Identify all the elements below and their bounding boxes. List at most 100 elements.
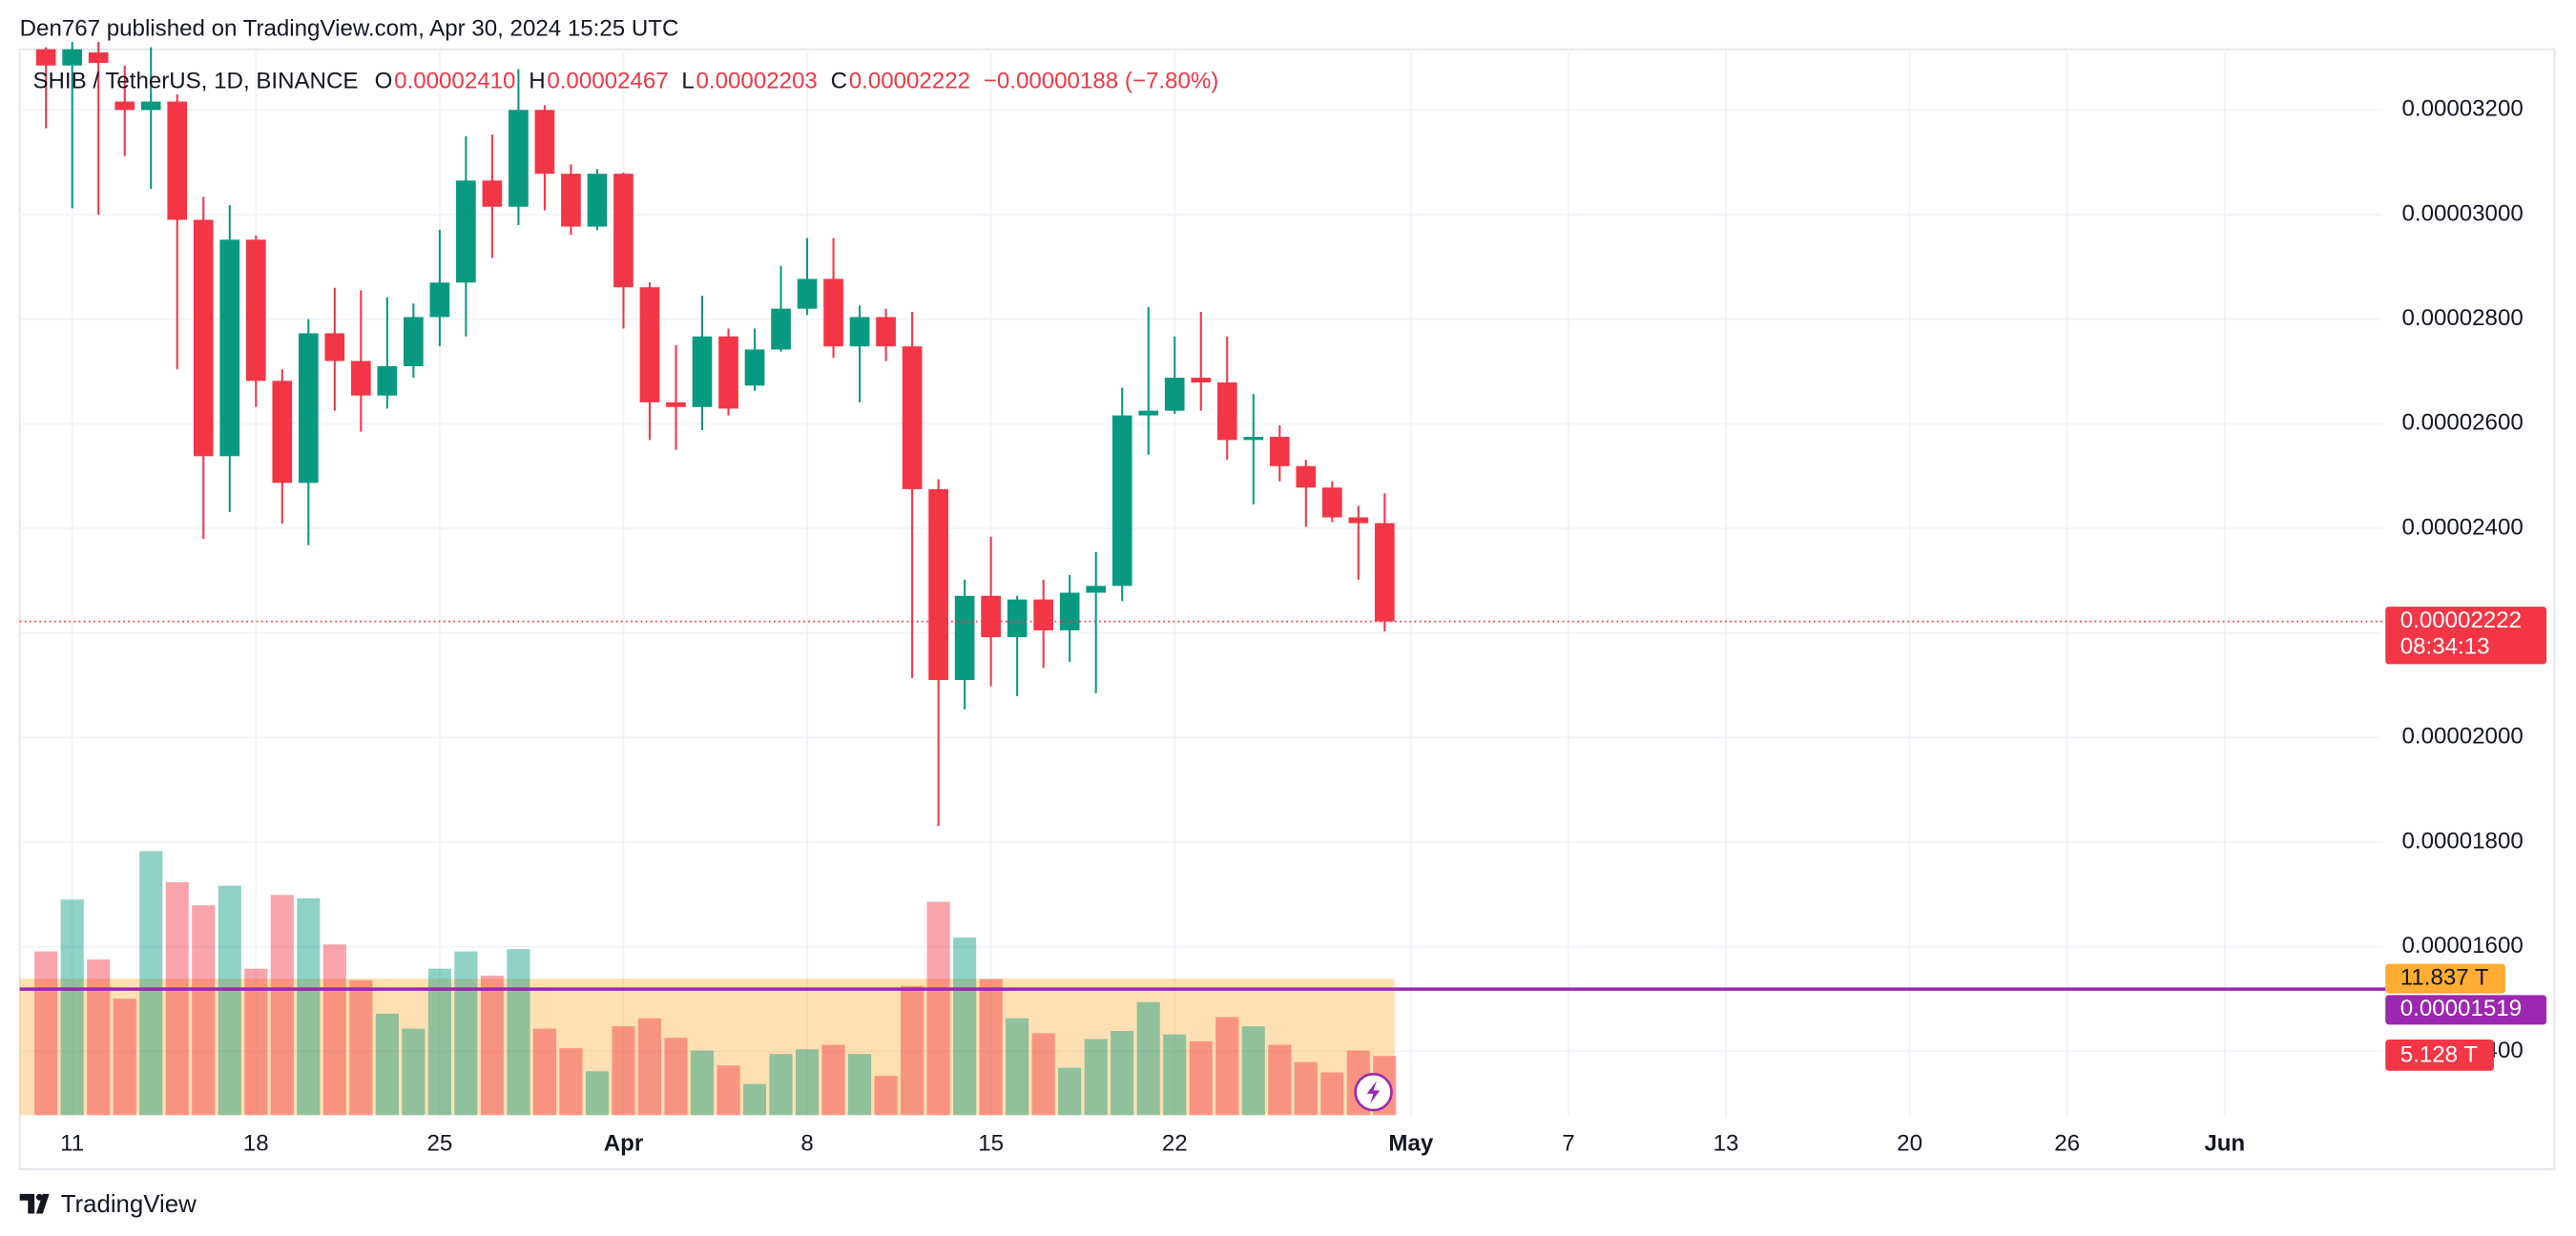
volume-bar — [874, 1076, 898, 1116]
volume-bar — [113, 999, 136, 1116]
candle-body — [324, 333, 345, 361]
candle-body — [140, 101, 161, 111]
volume-bar — [795, 1049, 820, 1116]
volume-bar — [953, 937, 977, 1116]
x-tick-label: 25 — [426, 1131, 452, 1157]
x-tick-label: 18 — [243, 1131, 269, 1157]
candle-body — [1348, 517, 1369, 524]
volume-ma-label: 11.837 T — [2400, 965, 2489, 991]
ohlc-key: H — [529, 68, 545, 93]
y-tick-label: 0.00002600 — [2401, 410, 2523, 436]
logo-dot — [35, 1193, 43, 1201]
y-tick-label: 0.00001800 — [2401, 828, 2523, 854]
candle-body — [1216, 382, 1237, 441]
candle-body — [1086, 586, 1107, 593]
candle-body — [62, 49, 83, 66]
candle-body — [1033, 599, 1053, 630]
volume-bar — [612, 1026, 635, 1116]
candle-body — [114, 101, 135, 111]
ohlc-key: L — [681, 68, 694, 93]
countdown-label: 08:34:13 — [2400, 634, 2490, 660]
volume-bar — [1294, 1061, 1318, 1116]
candle-body — [1164, 378, 1185, 411]
candle-body — [350, 360, 371, 396]
symbol: SHIB / TetherUS, 1D, BINANCE — [32, 68, 358, 93]
volume-ma-label-box — [2385, 963, 2505, 994]
volume-bar — [926, 901, 950, 1116]
volume-bar — [717, 1065, 740, 1116]
legend: SHIB / TetherUS, 1D, BINANCE O 0.00002410… — [32, 68, 1218, 93]
volume-bar — [34, 951, 58, 1116]
candle-body — [35, 49, 56, 66]
volume-bar — [1058, 1067, 1082, 1116]
volume-bar — [1241, 1026, 1265, 1116]
volume-bar — [507, 949, 530, 1116]
volume-bar — [1163, 1034, 1187, 1116]
volume-bar — [165, 882, 189, 1116]
overlays: 0.000014000.000016000.000018000.00002000… — [19, 96, 2547, 1157]
volume-bar — [1031, 1033, 1055, 1116]
candle-body — [167, 101, 188, 220]
candle-body — [1111, 415, 1132, 587]
alert-bolt — [1366, 1081, 1381, 1104]
volume-bar — [1111, 1030, 1134, 1116]
ohlc-value: 0.00002467 — [547, 68, 668, 93]
volume-bar — [139, 851, 163, 1116]
volume-bar — [1215, 1017, 1239, 1116]
candle-body — [88, 52, 109, 63]
price-label: 0.00002222 — [2400, 608, 2522, 633]
volume-bar — [1006, 1018, 1029, 1116]
volume-bar — [427, 968, 451, 1116]
ohlc-key: C — [831, 68, 847, 93]
candle-body — [1059, 592, 1080, 630]
candle-body — [954, 595, 975, 681]
candle-body — [613, 174, 634, 288]
volume-bar — [297, 897, 321, 1116]
candle-body — [1374, 523, 1395, 622]
candle-body — [509, 110, 529, 207]
logo-text: TradingView — [61, 1191, 197, 1218]
candle-body — [298, 333, 319, 484]
ohlc-value: 0.00002222 — [849, 68, 970, 93]
volume-bar — [901, 985, 924, 1116]
volume-bar — [244, 968, 268, 1116]
change: −0.00000188 (−7.80%) — [984, 68, 1219, 93]
candle-body — [534, 110, 555, 175]
x-tick-label: 13 — [1714, 1131, 1739, 1157]
x-tick-label: Apr — [604, 1131, 644, 1157]
volume-bar — [1189, 1040, 1213, 1116]
candle-body — [902, 346, 923, 489]
candle-body — [272, 381, 293, 484]
candle-body — [482, 180, 503, 207]
candle-body — [1243, 437, 1264, 441]
x-tick-label: 26 — [2054, 1131, 2080, 1157]
candle-body — [219, 239, 240, 457]
candle-body — [1007, 599, 1028, 638]
candle-body — [823, 278, 843, 347]
candle-body — [587, 174, 608, 227]
x-tick-label: 20 — [1897, 1131, 1922, 1157]
volume-bar — [270, 895, 294, 1116]
candle-body — [1296, 465, 1317, 488]
volume-bar — [402, 1028, 426, 1116]
volume-bar — [349, 979, 373, 1116]
volume-bar — [375, 1013, 399, 1116]
volume-bar — [192, 905, 216, 1116]
candle-body — [561, 174, 581, 227]
volume-bar — [979, 978, 1003, 1116]
volume-bar — [848, 1054, 872, 1116]
candles — [35, 42, 1395, 827]
volume-bar — [60, 899, 84, 1116]
candle-body — [771, 308, 791, 350]
x-tick-label: 7 — [1562, 1131, 1574, 1157]
y-tick-label: 0.00002400 — [2401, 514, 2523, 540]
y-tick-label: 0.00003200 — [2401, 96, 2523, 122]
attribution: Den767 published on TradingView.com, Apr… — [20, 15, 679, 41]
volume-bar — [585, 1071, 609, 1116]
volume-bar — [742, 1083, 767, 1116]
volume-bar — [821, 1044, 845, 1116]
x-tick-label: 22 — [1162, 1131, 1188, 1157]
candle-body — [245, 239, 266, 381]
candle-body — [1321, 487, 1342, 518]
